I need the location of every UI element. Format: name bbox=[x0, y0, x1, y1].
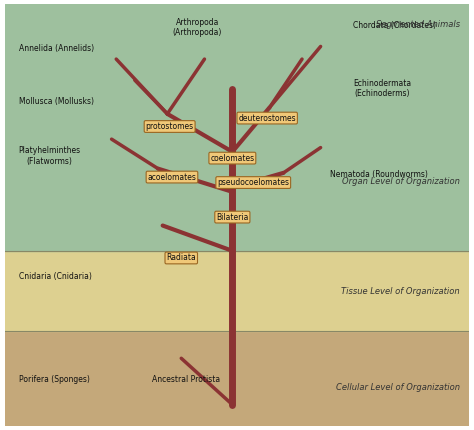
Text: Annelida (Annelids): Annelida (Annelids) bbox=[18, 44, 94, 53]
Text: Tissue Level of Organization: Tissue Level of Organization bbox=[341, 287, 460, 296]
Text: Platyhelminthes
(Flatworms): Platyhelminthes (Flatworms) bbox=[18, 146, 81, 166]
Text: Arthropoda
(Arthropoda): Arthropoda (Arthropoda) bbox=[173, 18, 222, 37]
Bar bbox=[5, 331, 469, 426]
Text: Nematoda (Roundworms): Nematoda (Roundworms) bbox=[330, 170, 428, 179]
Text: pseudocoelomates: pseudocoelomates bbox=[217, 178, 289, 187]
Text: Mollusca (Mollusks): Mollusca (Mollusks) bbox=[18, 97, 94, 106]
Text: coelomates: coelomates bbox=[210, 154, 255, 163]
Bar bbox=[5, 4, 469, 251]
Text: Ancestral Protista: Ancestral Protista bbox=[152, 375, 220, 384]
Text: Segmented Animals: Segmented Animals bbox=[376, 20, 460, 29]
Text: Cnidaria (Cnidaria): Cnidaria (Cnidaria) bbox=[18, 272, 91, 281]
Text: acoelomates: acoelomates bbox=[147, 172, 196, 181]
Text: Echinodermata
(Echinoderms): Echinodermata (Echinoderms) bbox=[353, 79, 411, 98]
Text: Porifera (Sponges): Porifera (Sponges) bbox=[18, 375, 90, 384]
Text: Chordata (Chordates): Chordata (Chordates) bbox=[353, 21, 436, 30]
Text: Radiata: Radiata bbox=[166, 253, 196, 262]
Text: Organ Level of Organization: Organ Level of Organization bbox=[342, 177, 460, 186]
Text: Cellular Level of Organization: Cellular Level of Organization bbox=[336, 383, 460, 392]
Text: Bilateria: Bilateria bbox=[216, 212, 248, 221]
Bar bbox=[5, 251, 469, 331]
Text: protostomes: protostomes bbox=[146, 122, 194, 131]
Text: deuterostomes: deuterostomes bbox=[238, 114, 296, 123]
